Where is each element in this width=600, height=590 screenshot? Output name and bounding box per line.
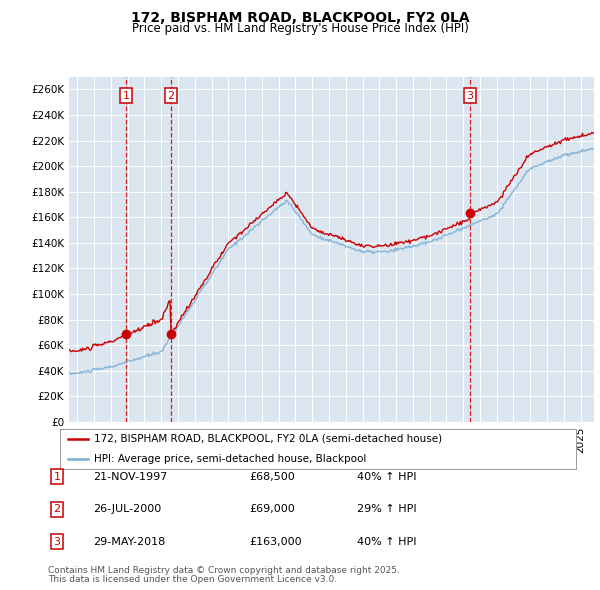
Text: 1: 1	[53, 472, 61, 481]
Text: 1: 1	[122, 91, 130, 101]
Text: 29% ↑ HPI: 29% ↑ HPI	[357, 504, 416, 514]
Text: 26-JUL-2000: 26-JUL-2000	[93, 504, 161, 514]
Text: £68,500: £68,500	[249, 472, 295, 481]
Text: 3: 3	[467, 91, 473, 101]
Text: 29-MAY-2018: 29-MAY-2018	[93, 537, 165, 546]
Text: 2: 2	[53, 504, 61, 514]
Text: £163,000: £163,000	[249, 537, 302, 546]
Text: 21-NOV-1997: 21-NOV-1997	[93, 472, 167, 481]
Text: £69,000: £69,000	[249, 504, 295, 514]
Text: 3: 3	[53, 537, 61, 546]
Text: 40% ↑ HPI: 40% ↑ HPI	[357, 472, 416, 481]
Text: Price paid vs. HM Land Registry's House Price Index (HPI): Price paid vs. HM Land Registry's House …	[131, 22, 469, 35]
Text: HPI: Average price, semi-detached house, Blackpool: HPI: Average price, semi-detached house,…	[94, 454, 366, 464]
Text: 2: 2	[167, 91, 174, 101]
Text: 40% ↑ HPI: 40% ↑ HPI	[357, 537, 416, 546]
Text: 172, BISPHAM ROAD, BLACKPOOL, FY2 0LA (semi-detached house): 172, BISPHAM ROAD, BLACKPOOL, FY2 0LA (s…	[94, 434, 442, 444]
Text: Contains HM Land Registry data © Crown copyright and database right 2025.: Contains HM Land Registry data © Crown c…	[48, 566, 400, 575]
Text: This data is licensed under the Open Government Licence v3.0.: This data is licensed under the Open Gov…	[48, 575, 337, 584]
Text: 172, BISPHAM ROAD, BLACKPOOL, FY2 0LA: 172, BISPHAM ROAD, BLACKPOOL, FY2 0LA	[131, 11, 469, 25]
